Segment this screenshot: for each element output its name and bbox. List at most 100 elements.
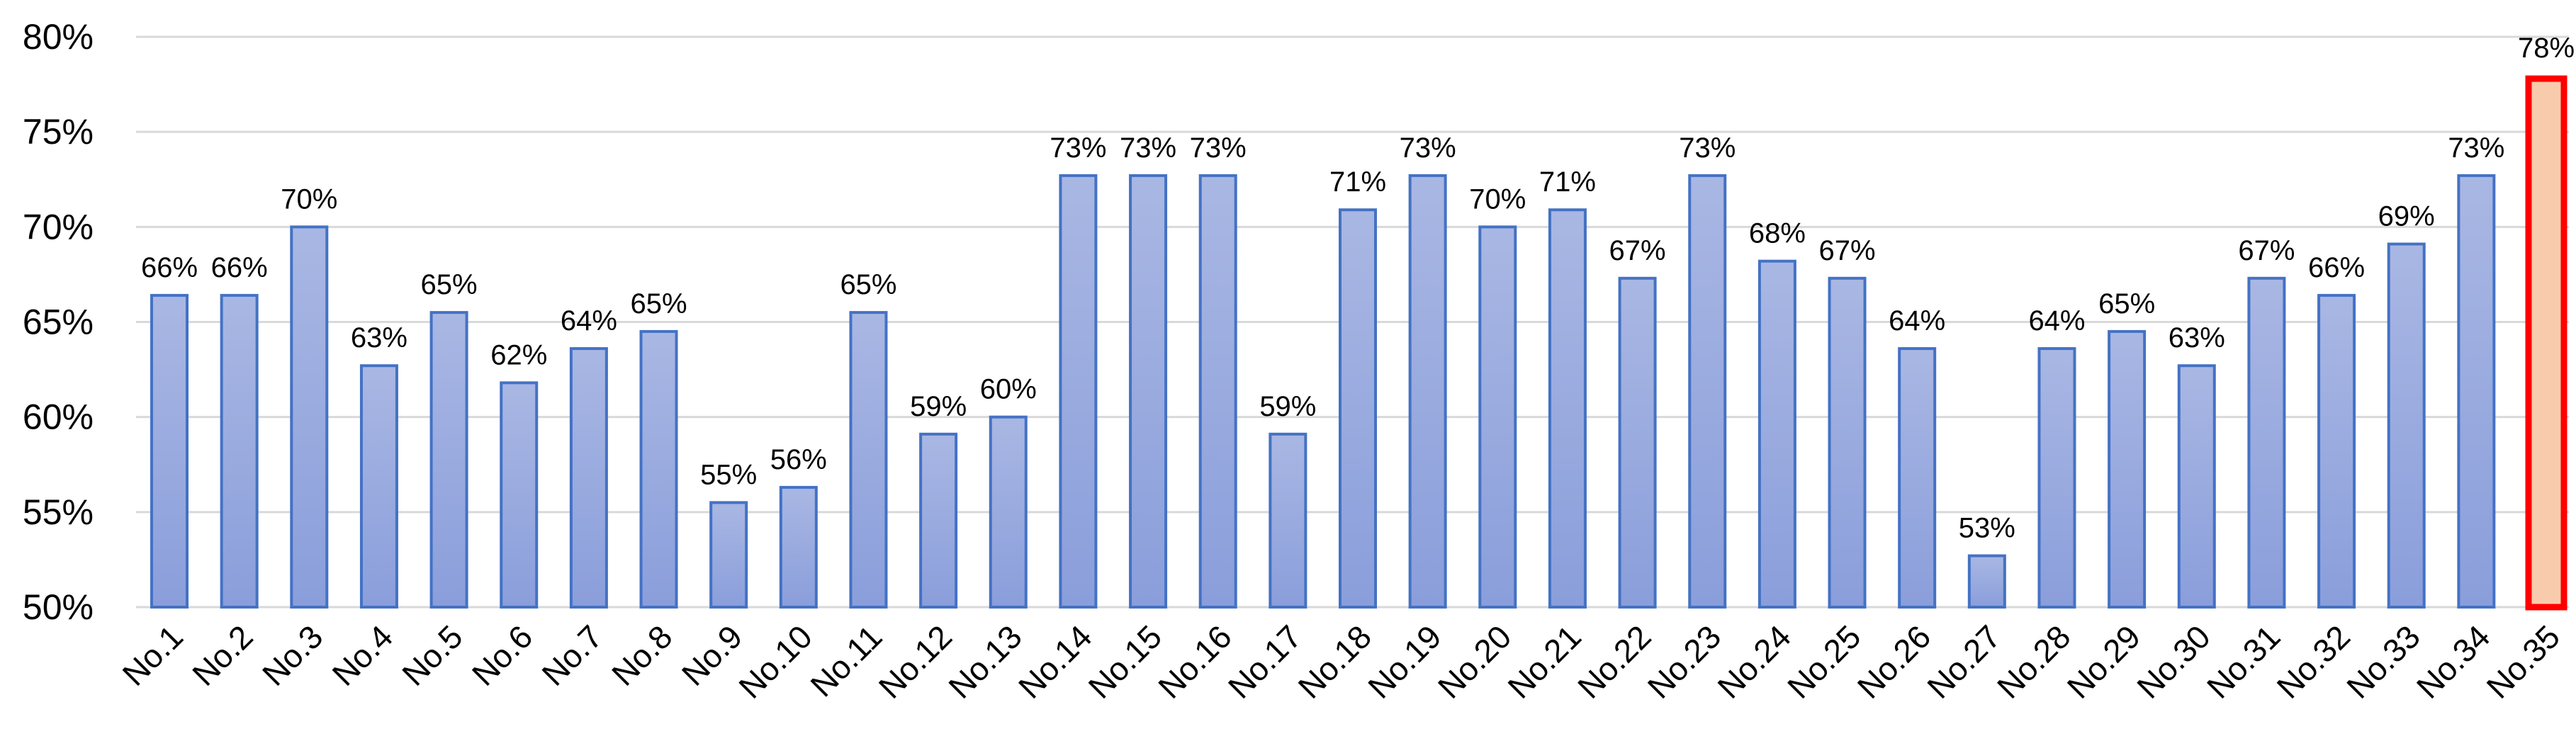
bar — [639, 329, 678, 609]
bar — [1688, 174, 1727, 609]
data-label: 68% — [1749, 218, 1806, 249]
data-label: 70% — [1469, 183, 1526, 215]
bar — [1198, 174, 1237, 609]
bar — [500, 381, 539, 609]
bar — [150, 293, 189, 609]
data-label: 62% — [490, 339, 547, 370]
x-tick-label: No.22 — [1570, 618, 1658, 706]
y-tick-label: 70% — [23, 207, 94, 247]
x-tick-label: No.4 — [325, 618, 400, 692]
data-label: 59% — [910, 391, 967, 422]
x-axis-tick-labels: No.1No.2No.3No.4No.5No.6No.7No.8No.9No.1… — [116, 618, 2567, 706]
x-tick-label: No.33 — [2339, 618, 2427, 706]
x-tick-label: No.16 — [1151, 618, 1239, 706]
x-tick-label: No.26 — [1850, 618, 1938, 706]
x-tick-label: No.12 — [872, 618, 960, 706]
x-tick-label: No.18 — [1291, 618, 1379, 706]
data-label: 53% — [1959, 513, 2015, 544]
bar — [779, 485, 818, 609]
data-label: 67% — [1818, 235, 1875, 266]
data-label: 65% — [840, 269, 896, 300]
x-tick-label: No.10 — [731, 618, 819, 706]
data-label: 73% — [2448, 132, 2504, 164]
bar — [2037, 347, 2076, 609]
x-tick-label: No.11 — [803, 618, 889, 703]
bar — [1269, 432, 1307, 609]
x-tick-label: No.21 — [1500, 618, 1588, 706]
data-label: 73% — [1120, 132, 1176, 164]
data-label: 71% — [1329, 166, 1386, 198]
y-tick-label: 65% — [23, 302, 94, 342]
data-label: 65% — [2098, 288, 2155, 319]
bar — [1339, 208, 1377, 609]
bar — [2247, 276, 2286, 609]
data-label: 73% — [1190, 132, 1247, 164]
data-label: 66% — [211, 252, 268, 283]
bar — [1408, 174, 1447, 609]
data-label: 55% — [700, 459, 757, 490]
data-label: 65% — [421, 269, 478, 300]
bar — [989, 415, 1028, 609]
data-label: 56% — [770, 444, 827, 475]
data-label: 71% — [1539, 166, 1596, 198]
bar-highlighted — [2525, 75, 2567, 611]
bar — [220, 293, 259, 609]
x-tick-label: No.24 — [1710, 618, 1798, 706]
bar — [1967, 554, 2006, 609]
data-label: 64% — [1889, 305, 1945, 336]
bar — [569, 347, 608, 609]
bar — [2387, 242, 2426, 609]
x-tick-label: No.25 — [1780, 618, 1868, 706]
bar — [849, 311, 888, 609]
bar — [1618, 276, 1657, 609]
x-tick-label: No.29 — [2060, 618, 2148, 706]
x-tick-label: No.5 — [395, 618, 469, 692]
data-label: 73% — [1050, 132, 1106, 164]
data-label: 63% — [2169, 322, 2225, 353]
bar — [2108, 329, 2147, 609]
bar — [290, 225, 329, 609]
y-tick-label: 55% — [23, 492, 94, 532]
data-label: 65% — [630, 288, 687, 319]
data-label: 73% — [1400, 132, 1456, 164]
x-tick-label: No.34 — [2409, 618, 2497, 706]
bars — [150, 75, 2567, 611]
data-label: 69% — [2378, 200, 2435, 232]
x-tick-label: No.30 — [2130, 618, 2217, 706]
data-label: 60% — [980, 374, 1037, 405]
bar — [709, 501, 748, 609]
bar — [429, 311, 468, 609]
x-tick-label: No.6 — [465, 618, 539, 692]
x-tick-label: No.2 — [185, 618, 259, 692]
x-tick-label: No.7 — [534, 618, 609, 692]
bar — [359, 364, 398, 609]
data-label: 67% — [2238, 235, 2295, 266]
x-tick-label: No.32 — [2270, 618, 2358, 706]
x-tick-label: No.35 — [2480, 618, 2567, 706]
x-tick-label: No.8 — [604, 618, 679, 692]
bar — [1828, 276, 1867, 609]
bar — [1129, 174, 1168, 609]
x-tick-label: No.13 — [941, 618, 1029, 706]
x-tick-label: No.1 — [116, 618, 190, 692]
bar — [919, 432, 958, 609]
bar — [2317, 293, 2356, 609]
x-tick-label: No.14 — [1011, 618, 1099, 706]
data-label: 73% — [1679, 132, 1736, 164]
data-label: 59% — [1259, 391, 1316, 422]
bar — [1478, 225, 1517, 609]
x-tick-label: No.15 — [1081, 618, 1169, 706]
data-label: 63% — [351, 322, 407, 353]
data-label: 64% — [561, 305, 617, 336]
data-label: 66% — [141, 252, 198, 283]
data-label: 70% — [281, 183, 337, 215]
x-tick-label: No.17 — [1221, 618, 1309, 706]
x-tick-label: No.3 — [255, 618, 330, 692]
data-label: 66% — [2308, 252, 2365, 283]
x-tick-label: No.23 — [1641, 618, 1728, 706]
bar — [1548, 208, 1587, 609]
bar — [2457, 174, 2496, 609]
data-label: 64% — [2028, 305, 2085, 336]
